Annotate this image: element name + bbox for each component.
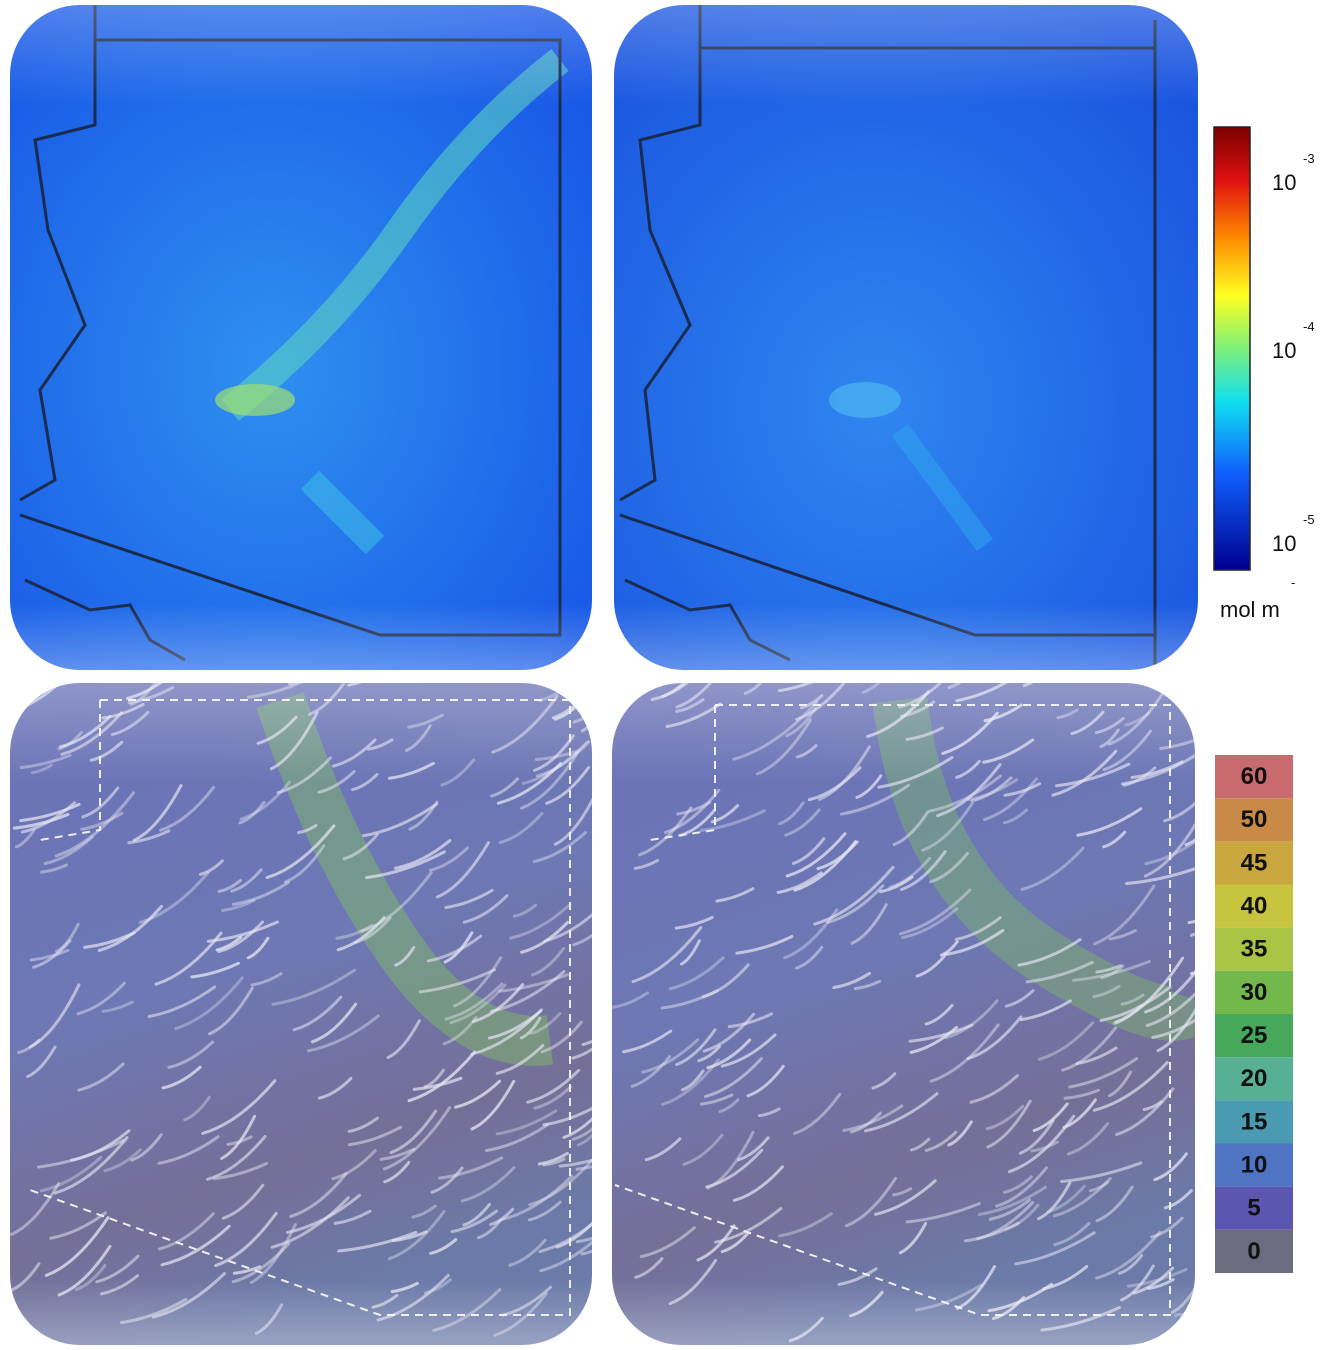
gloss — [10, 5, 592, 670]
legend-label: 5 — [1247, 1195, 1260, 1222]
colorbar-labels: 10 -3 10 -4 10 -5 — [1272, 151, 1315, 556]
legend-label: 60 — [1241, 763, 1268, 790]
legend-label: 35 — [1241, 936, 1268, 963]
legend-label: 45 — [1241, 849, 1268, 876]
colorbar-label: 10 — [1272, 170, 1296, 195]
streamline — [607, 685, 630, 707]
legend-label: 50 — [1241, 806, 1268, 833]
colorbar-label: 10 — [1272, 338, 1296, 363]
gloss — [614, 5, 1198, 670]
map-panel — [10, 5, 592, 670]
colorbar-exponent: -5 — [1303, 512, 1315, 527]
gloss — [10, 683, 592, 1345]
legend-label: 0 — [1247, 1238, 1260, 1265]
legend-label: 40 — [1241, 892, 1268, 919]
streamline — [1208, 731, 1238, 753]
legend-label: 20 — [1241, 1065, 1268, 1092]
legend-label: 15 — [1241, 1108, 1268, 1135]
colorbar-label: 10 — [1272, 531, 1296, 556]
map-panel — [612, 630, 1268, 1345]
map-panel — [10, 655, 664, 1345]
unit-label: mol m — [1220, 597, 1280, 622]
colorbar — [1214, 127, 1250, 570]
figure: 10-310-410-5 mol m - 6050454035302520151… — [0, 0, 1334, 1350]
streamline — [585, 655, 644, 700]
streamline — [290, 676, 311, 684]
unit-exponent: - — [1291, 575, 1295, 590]
colorbar-exponent: -4 — [1303, 319, 1315, 334]
map-panel — [614, 5, 1198, 670]
legend-label: 25 — [1241, 1022, 1268, 1049]
gloss — [612, 683, 1195, 1345]
streamline — [1170, 674, 1193, 685]
legend-label: 10 — [1241, 1151, 1268, 1178]
streamline — [581, 685, 612, 708]
colorbar-exponent: -3 — [1303, 151, 1315, 166]
legend-label: 30 — [1241, 979, 1268, 1006]
